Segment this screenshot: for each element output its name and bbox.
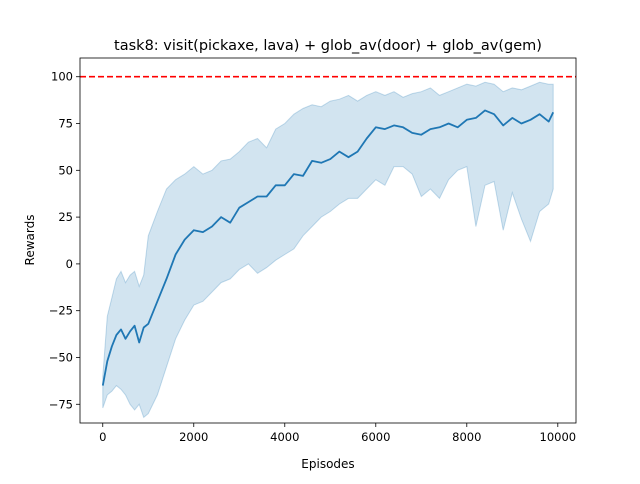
y-tick-label: 75 <box>58 117 73 131</box>
y-tick-label: −50 <box>49 350 73 364</box>
y-tick-label: −75 <box>49 397 73 411</box>
series-0-mean-line <box>101 109 555 386</box>
y-tick-label: −25 <box>49 304 73 318</box>
y-axis-label: Rewards <box>23 215 37 266</box>
x-tick-label: 2000 <box>179 430 208 444</box>
y-tick-label: 25 <box>58 210 73 224</box>
x-tick-label: 4000 <box>270 430 299 444</box>
x-tick-label: 10000 <box>540 430 577 444</box>
x-axis-label: Episodes <box>301 457 354 471</box>
axis-ticks: 0 2000 4000 6000 8000 10000 −75 −50 −25 0 25 50 75 10… <box>49 70 576 444</box>
series-0-confidence-band <box>102 81 554 419</box>
chart-title: task8: visit(pickaxe, lava) + glob_av(do… <box>114 38 542 54</box>
y-tick-label: 100 <box>51 70 73 84</box>
x-tick-label: 6000 <box>361 430 390 444</box>
axes-frame <box>79 57 577 424</box>
y-tick-label: 0 <box>66 257 73 271</box>
y-tick-label: 50 <box>58 163 73 177</box>
x-tick-label: 0 <box>99 430 106 444</box>
plot-area <box>80 75 576 419</box>
x-tick-label: 8000 <box>452 430 481 444</box>
